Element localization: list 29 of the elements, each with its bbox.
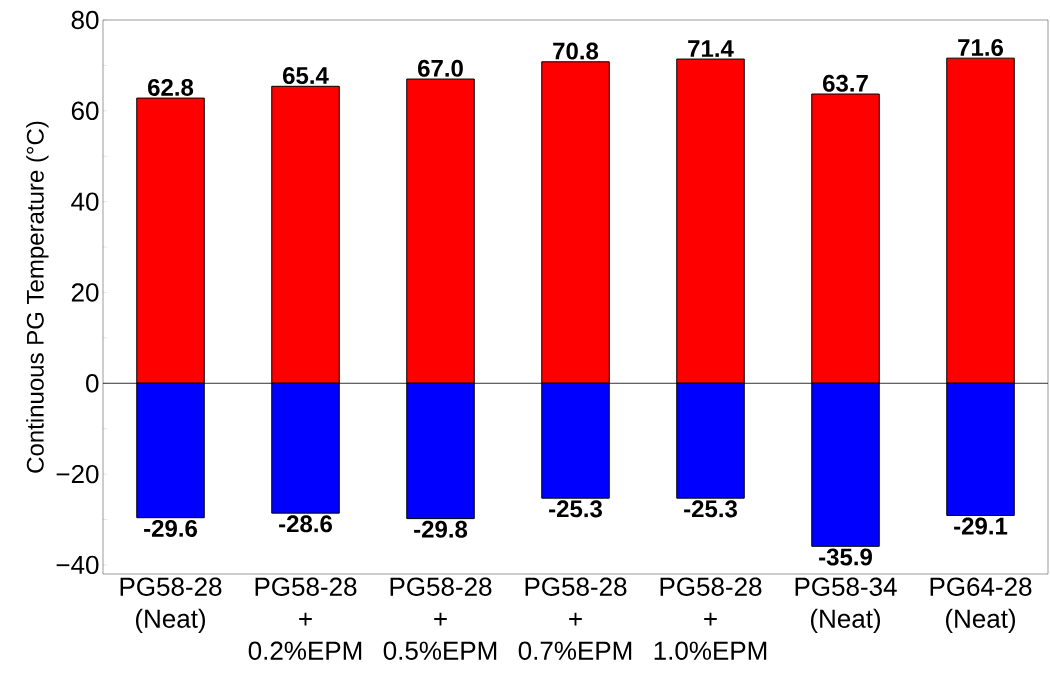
y-tick-label: 0 bbox=[86, 374, 99, 393]
y-tick-label: 60 bbox=[71, 101, 99, 121]
data-label: -35.9 bbox=[819, 548, 872, 566]
y-axis-title: Continuous PG Temperature (°C) bbox=[26, 121, 49, 473]
data-label: -29.1 bbox=[954, 517, 1008, 535]
data-label: -28.6 bbox=[279, 515, 332, 533]
y-tick-label: −20 bbox=[56, 464, 99, 484]
y-tick-label: 80 bbox=[71, 10, 99, 30]
data-label: -29.8 bbox=[414, 520, 468, 538]
data-label: 67.0 bbox=[418, 59, 463, 77]
x-tick-label: PG58-28 + 0.5%EPM bbox=[383, 577, 497, 660]
x-tick-label: PG58-28 + 0.2%EPM bbox=[248, 577, 362, 660]
x-tick-label: PG58-28 + 0.7%EPM bbox=[518, 577, 632, 660]
x-tick-label: PG58-28 (Neat) bbox=[120, 577, 222, 634]
y-tick-label: 40 bbox=[71, 192, 99, 211]
y-tick-label: −40 bbox=[56, 555, 99, 575]
data-label: 71.6 bbox=[958, 38, 1003, 56]
data-label: 62.8 bbox=[148, 78, 194, 96]
x-tick-label: PG58-28 + 1.0%EPM bbox=[654, 577, 767, 660]
data-label: -29.6 bbox=[144, 519, 197, 537]
data-label: 65.4 bbox=[283, 67, 329, 85]
data-label: 71.4 bbox=[688, 40, 734, 57]
data-label: -25.3 bbox=[549, 500, 602, 518]
data-label: -25.3 bbox=[684, 500, 737, 518]
data-label: 63.7 bbox=[823, 74, 868, 92]
x-tick-label: PG64-28 (Neat) bbox=[930, 577, 1032, 634]
y-tick-label: 20 bbox=[71, 283, 99, 302]
data-label: 70.8 bbox=[553, 42, 599, 60]
x-tick-label: PG58-34 (Neat) bbox=[795, 577, 897, 634]
